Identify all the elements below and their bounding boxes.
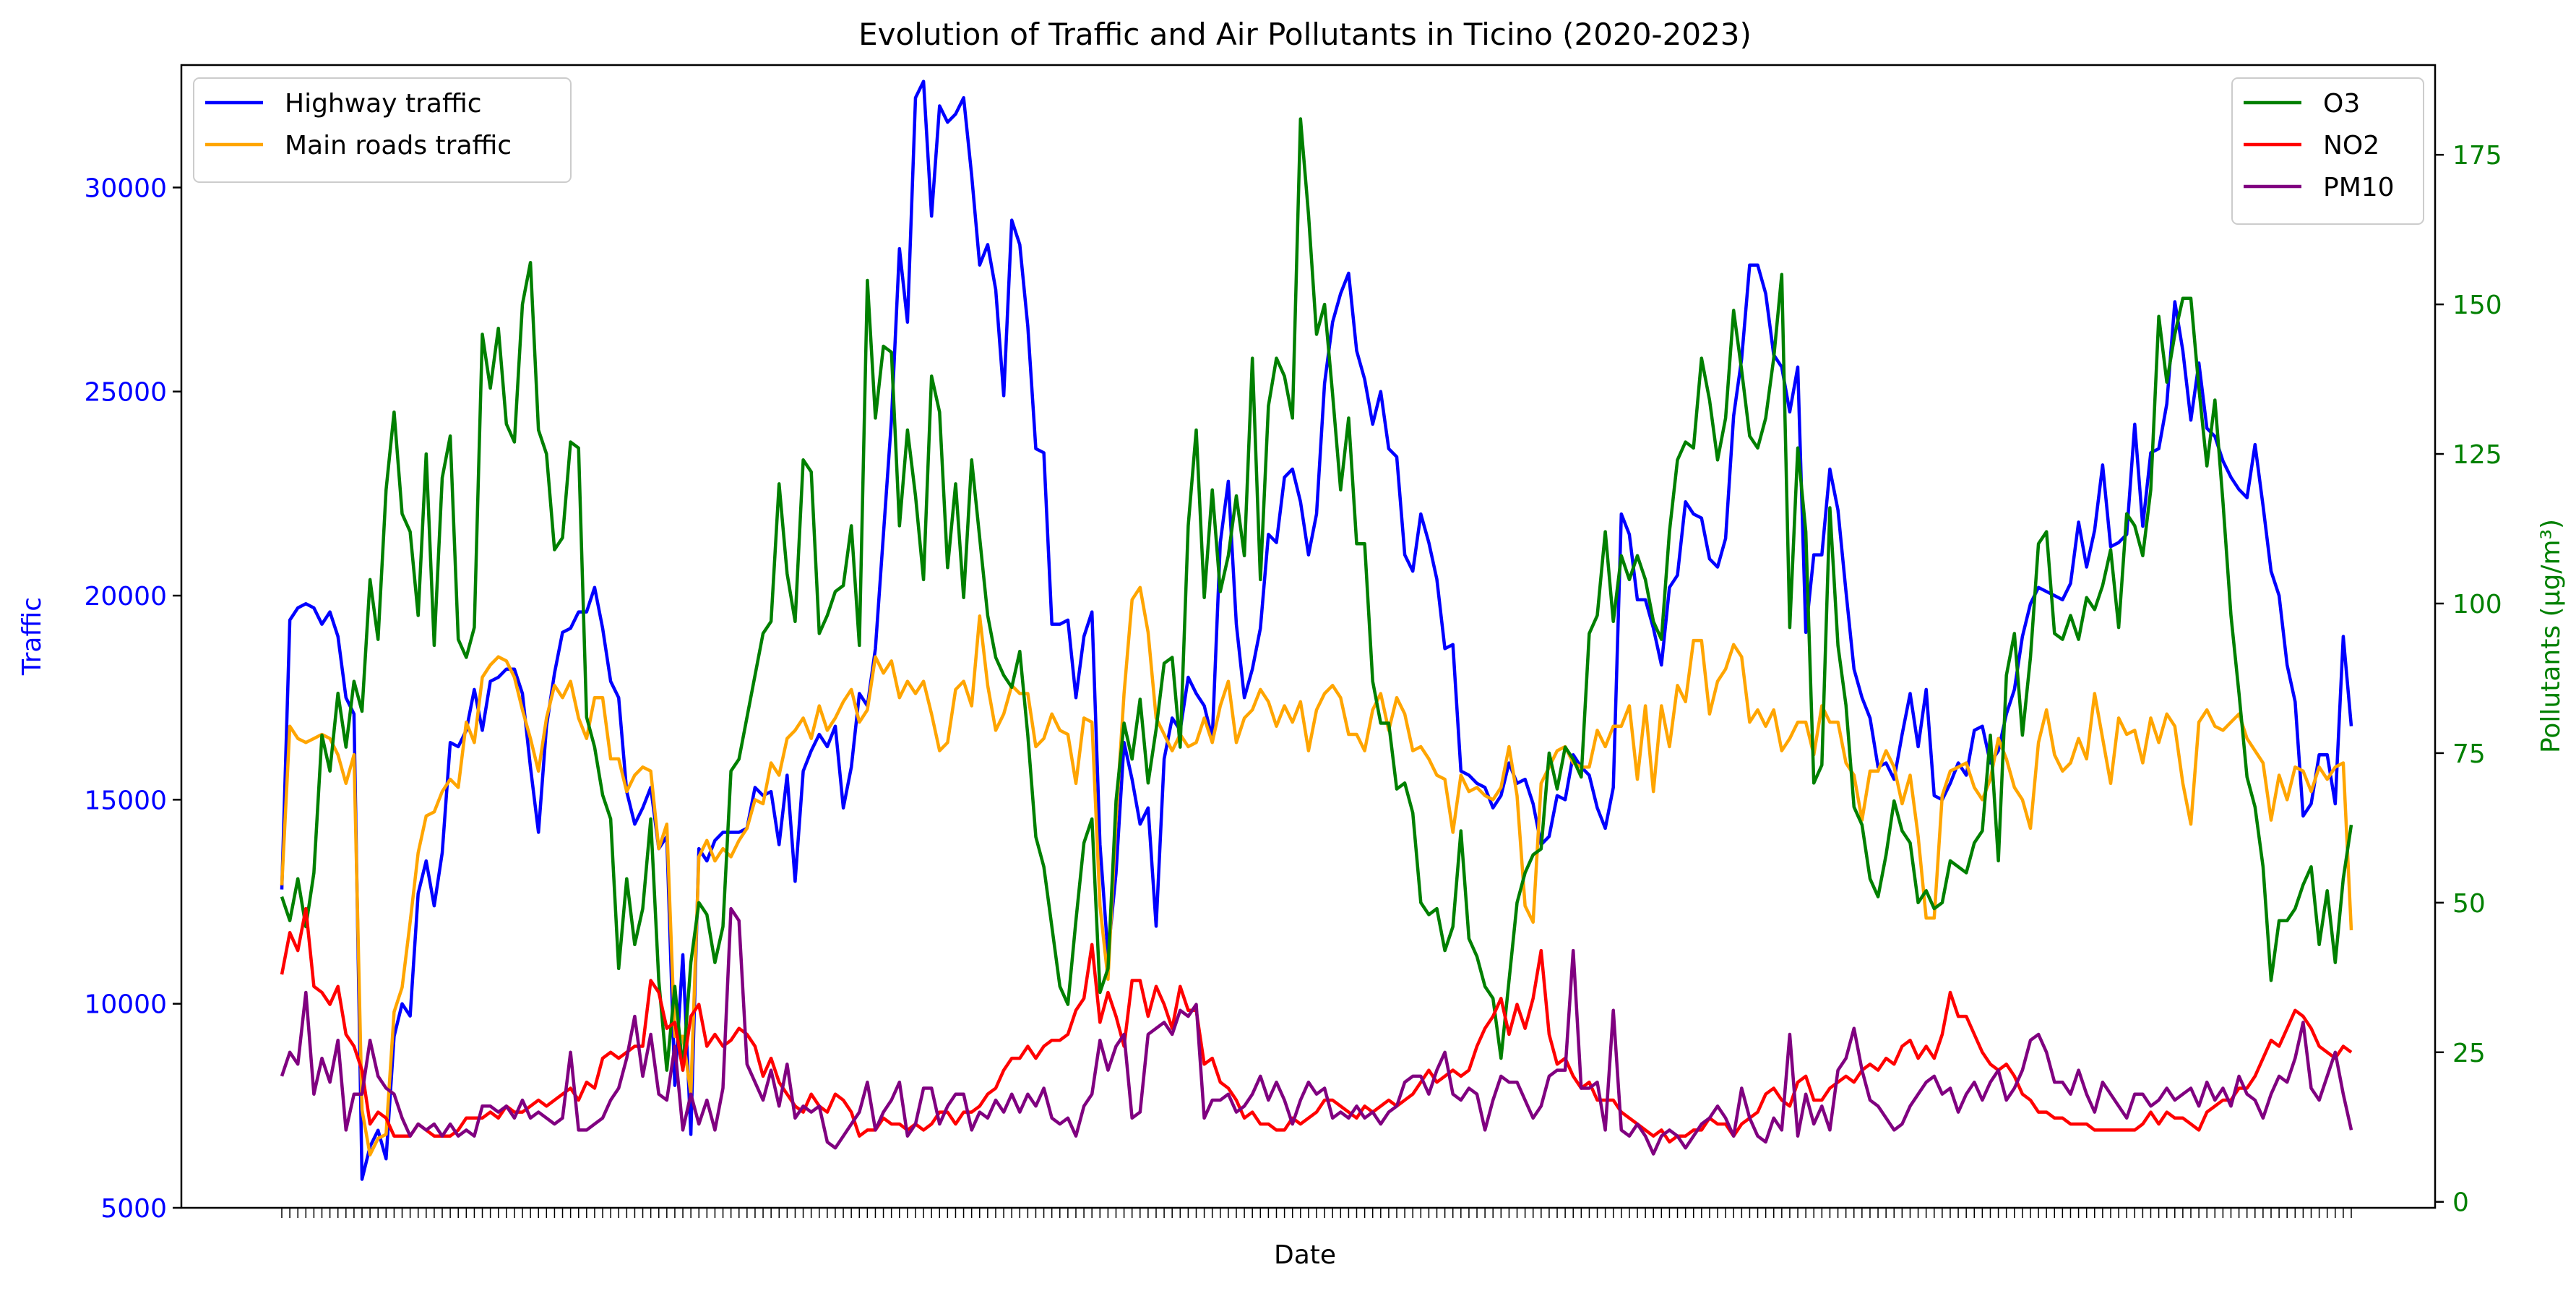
right-axis-tick-label: 100 <box>2452 590 2502 619</box>
series-line-pm10 <box>280 906 2353 1156</box>
left-axis-tick-label: 30000 <box>84 173 167 203</box>
legend-label: NO2 <box>2323 131 2379 160</box>
plot-area: 5000 10000 15000 20000 25000 30000 0 25 50 75 100 1… <box>84 64 2502 1224</box>
y-axis-label-right: Pollutants (µg/m³) <box>2536 519 2566 753</box>
right-axis-tick-label: 75 <box>2452 739 2486 769</box>
legend-label: O3 <box>2323 89 2360 119</box>
left-axis-tick-label: 10000 <box>84 990 167 1020</box>
left-axis-tick-label: 15000 <box>84 786 167 815</box>
series-line-main-roads-traffic <box>280 585 2353 1156</box>
left-axis-tick-label: 20000 <box>84 582 167 611</box>
right-axis-tick-label: 0 <box>2452 1188 2469 1218</box>
series-line-o3 <box>280 117 2353 1072</box>
x-axis-label: Date <box>1274 1240 1336 1270</box>
left-axis-tick-label: 25000 <box>84 378 167 408</box>
y-axis-label-left: Traffic <box>17 597 47 676</box>
legend-label: Main roads traffic <box>285 131 512 160</box>
left-axis-tick-label: 5000 <box>100 1194 167 1224</box>
right-axis-tick-label: 150 <box>2452 291 2502 320</box>
chart-title: Evolution of Traffic and Air Pollutants … <box>858 17 1752 52</box>
right-axis-tick-label: 25 <box>2452 1039 2486 1068</box>
right-axis-tick-label: 50 <box>2452 889 2486 919</box>
legend-label: Highway traffic <box>285 89 482 119</box>
legend-label: PM10 <box>2323 173 2395 202</box>
legend-box <box>193 77 572 183</box>
right-axis-tick-label: 125 <box>2452 440 2502 470</box>
right-axis-tick-label: 175 <box>2452 141 2502 171</box>
